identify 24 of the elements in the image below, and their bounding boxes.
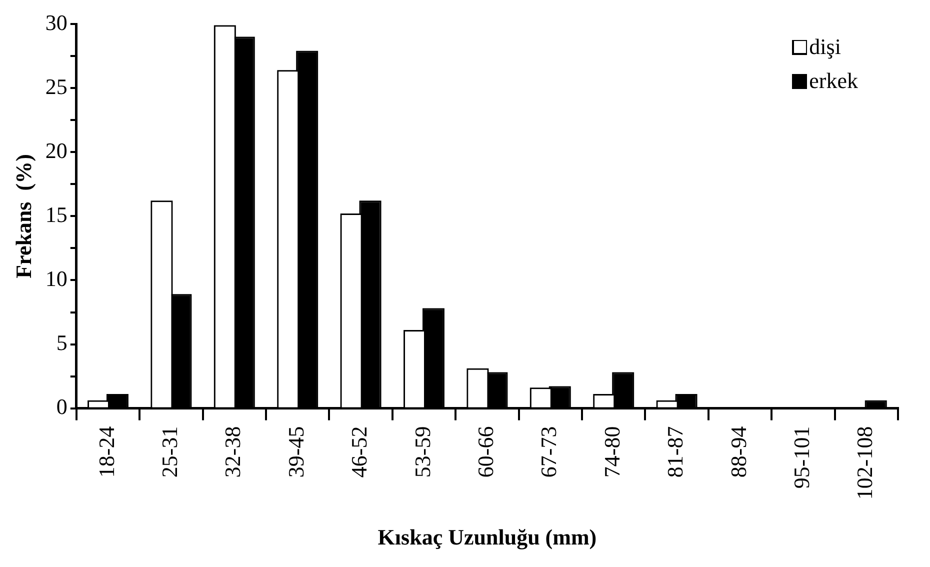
x-tick-label: 18-24 — [94, 426, 119, 478]
x-tick-label: 102-108 — [852, 426, 878, 500]
y-tick-label: 15 — [45, 202, 68, 228]
legend-label: erkek — [809, 68, 858, 94]
y-tick-label: 5 — [56, 330, 68, 356]
y-tick-label: 25 — [45, 74, 68, 99]
x-tick-label: 95-101 — [788, 426, 814, 489]
y-tick-label: 30 — [45, 10, 68, 35]
y-tick-label: 10 — [45, 266, 68, 292]
x-tick-label: 39-45 — [283, 426, 308, 478]
x-tick-label: 60-66 — [472, 426, 498, 478]
x-tick-label: 46-52 — [346, 426, 372, 478]
x-tick-label: 53-59 — [410, 426, 435, 478]
y-axis-title: Frekans (%) — [10, 154, 36, 278]
x-tick-label: 32-38 — [220, 426, 246, 478]
x-tick-label: 81-87 — [662, 426, 688, 478]
x-tick-label: 67-73 — [536, 426, 562, 478]
x-tick-label: 25-31 — [156, 426, 182, 478]
x-tick-label: 88-94 — [726, 426, 751, 478]
x-axis-title: Kıskaç Uzunluğu (mm) — [378, 524, 597, 550]
x-tick-label: 74-80 — [599, 426, 624, 478]
y-tick-label: 0 — [56, 394, 68, 420]
y-tick-label: 20 — [45, 138, 68, 164]
legend-label: dişi — [809, 34, 841, 60]
